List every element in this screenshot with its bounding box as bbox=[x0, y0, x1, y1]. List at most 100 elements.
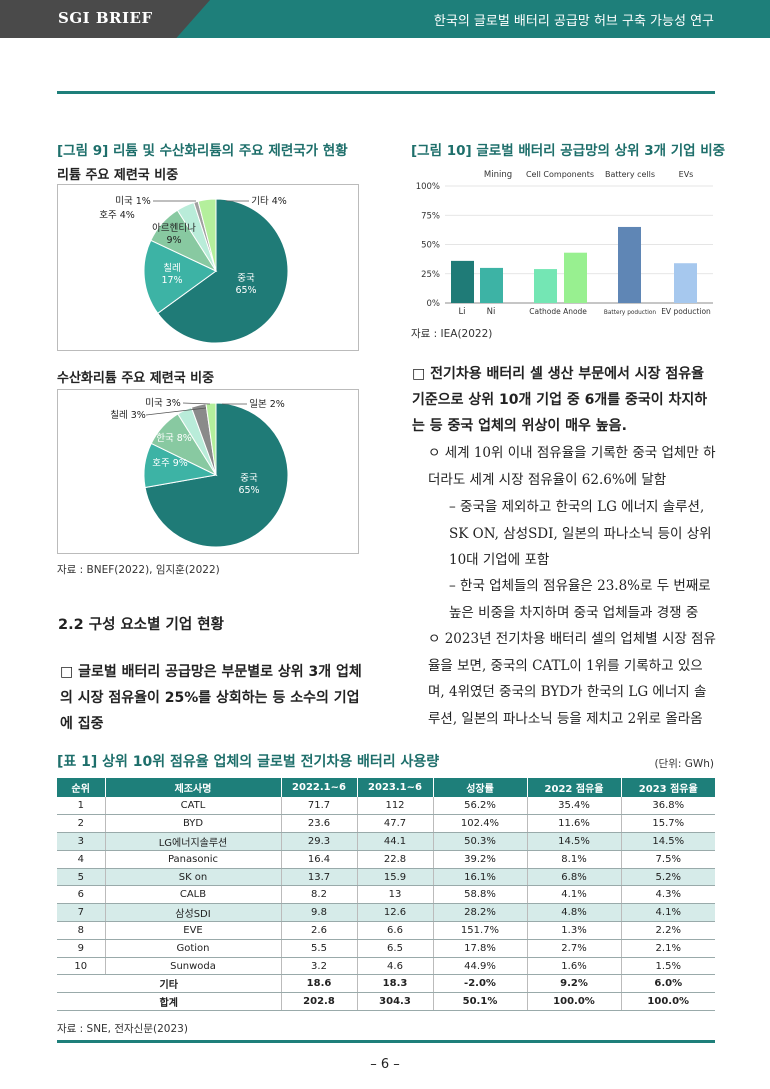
x-category-label: Cathode bbox=[529, 307, 561, 316]
table-cell: 10 bbox=[57, 957, 105, 976]
leader-line bbox=[145, 407, 207, 416]
table-cell: 4.1% bbox=[526, 885, 621, 905]
table-cell: 2.2% bbox=[620, 921, 715, 940]
y-tick-label: 100% bbox=[416, 182, 440, 192]
bottom-rule bbox=[57, 1040, 715, 1043]
group-label: Cell Components bbox=[526, 170, 594, 179]
table-cell: 13 bbox=[356, 885, 433, 905]
pie1-chart: 중국 65% 칠레 17% 아르헨티나 9% 호주 4% 미국 1% 기타 4% bbox=[99, 196, 289, 344]
right-dash-1: – 중국을 제외하고 한국의 LG 에너지 솔루션, SK ON, 삼성SDI,… bbox=[449, 499, 712, 568]
x-category-label: Li bbox=[458, 307, 465, 317]
table-row: 4 Panasonic 16.4 22.8 39.2% 8.1% 7.5% bbox=[57, 850, 715, 869]
table-cell: 12.6 bbox=[356, 903, 433, 923]
table-cell: 47.7 bbox=[356, 814, 433, 834]
left-bullet-paragraph: □ 글로벌 배터리 공급망은 부문별로 상위 3개 업체의 시장 점유율이 25… bbox=[60, 664, 362, 732]
table-cell: 1.3% bbox=[526, 921, 621, 940]
pie-data-label: 중국 65% bbox=[238, 473, 259, 496]
table-cell: 7.5% bbox=[620, 850, 715, 869]
table-row: 1 CATL 71.7 112 56.2% 35.4% 36.8% bbox=[57, 797, 715, 816]
pie2-chart: 중국 65% 호주 9% 한국 8% 칠레 3%미국 3% 일본 2% bbox=[110, 398, 289, 548]
bar bbox=[451, 260, 474, 303]
bar bbox=[534, 269, 557, 303]
table-cell: 17.8% bbox=[432, 939, 527, 958]
table-cell: 23.6 bbox=[280, 814, 357, 834]
table-cell: 기타 bbox=[57, 974, 281, 994]
right-bullet-1: □ 전기차용 배터리 셀 생산 부문에서 시장 점유율 기준으로 상위 10개 … bbox=[412, 366, 708, 434]
table-cell: 8.2 bbox=[280, 885, 357, 905]
pie-slice bbox=[157, 198, 289, 344]
group-label: Mining bbox=[484, 170, 512, 180]
table-cell: 4.1% bbox=[620, 903, 715, 923]
table-cell: 16.1% bbox=[432, 868, 527, 887]
document-title: 한국의 글로벌 배터리 공급망 허브 구축 가능성 연구 bbox=[433, 14, 714, 29]
table-source: 자료 : SNE, 전자신문(2023) bbox=[57, 1023, 188, 1035]
table-cell: 4 bbox=[57, 850, 105, 869]
table-cell: 6.8% bbox=[526, 868, 621, 887]
pie-data-label: 미국 1% bbox=[115, 196, 151, 207]
table-cell: 1.5% bbox=[620, 957, 715, 976]
fig10-source: 자료 : IEA(2022) bbox=[411, 328, 493, 340]
brand-name: SGI BRIEF bbox=[58, 9, 153, 27]
fig9-source: 자료 : BNEF(2022), 임지훈(2022) bbox=[57, 564, 220, 576]
table-cell: 151.7% bbox=[432, 921, 527, 940]
table-cell: 2 bbox=[57, 814, 105, 834]
pie2-title: 수산화리튬 주요 제련국 비중 bbox=[57, 371, 215, 386]
table-cell: 36.8% bbox=[620, 797, 715, 816]
table-cell: 2.6 bbox=[280, 921, 357, 940]
x-category-label: Ni bbox=[487, 307, 496, 317]
table-cell: 9 bbox=[57, 939, 105, 958]
table-cell: 2.1% bbox=[620, 939, 715, 958]
table-cell: 14.5% bbox=[526, 832, 621, 851]
table-row: 9 Gotion 5.5 6.5 17.8% 2.7% 2.1% bbox=[57, 939, 715, 958]
table-row-other: 기타 18.6 18.3 -2.0% 9.2% 6.0% bbox=[57, 974, 715, 994]
y-tick-label: 50% bbox=[421, 241, 440, 251]
table-cell: 삼성SDI bbox=[104, 903, 281, 923]
table-cell: 5.5 bbox=[280, 939, 357, 958]
pie-data-label: 중국 65% bbox=[235, 273, 256, 296]
figure-9-caption: [그림 9] 리튬 및 수산화리튬의 주요 제련국가 현황 bbox=[57, 143, 348, 159]
col-rank-header: 순위 bbox=[57, 778, 105, 797]
pie2-chart-box: 중국 65% 호주 9% 한국 8% 칠레 3% 미국 3% 일본 2% bbox=[57, 389, 359, 554]
table-row: 3 LG에너지솔루션 29.3 44.1 50.3% 14.5% 14.5% bbox=[57, 832, 715, 851]
table-cell: 4.8% bbox=[526, 903, 621, 923]
right-dash-2: – 한국 업체들의 점유율은 23.8%로 두 번째로 높은 비중을 차지하며 … bbox=[449, 578, 711, 621]
col-share2022-header: 2022 점유율 bbox=[526, 778, 621, 797]
table-cell: 202.8 bbox=[280, 992, 357, 1012]
table-row: 7 삼성SDI 9.8 12.6 28.2% 4.8% 4.1% bbox=[57, 903, 715, 923]
page-number: – 6 – bbox=[370, 1057, 400, 1072]
table-row: 2 BYD 23.6 47.7 102.4% 11.6% 15.7% bbox=[57, 814, 715, 834]
table-cell: 1 bbox=[57, 797, 105, 816]
table-cell: 8.1% bbox=[526, 850, 621, 869]
table-cell: 4.6 bbox=[356, 957, 433, 976]
table-cell: LG에너지솔루션 bbox=[104, 832, 281, 851]
table-cell: CATL bbox=[104, 797, 281, 816]
table-cell: 합계 bbox=[57, 992, 281, 1012]
table-cell: 6.6 bbox=[356, 921, 433, 940]
table-cell: 50.1% bbox=[432, 992, 527, 1012]
col-2022-header: 2022.1~6 bbox=[280, 778, 357, 797]
bar bbox=[480, 267, 503, 303]
table-cell: 304.3 bbox=[356, 992, 433, 1012]
table-header-row: 순위 제조사명 2022.1~6 2023.1~6 성장률 2022 점유율 2… bbox=[57, 778, 715, 797]
pie-slice bbox=[197, 198, 217, 272]
table-row: 6 CALB 8.2 13 58.8% 4.1% 4.3% bbox=[57, 885, 715, 905]
battery-usage-table: 순위 제조사명 2022.1~6 2023.1~6 성장률 2022 점유율 2… bbox=[57, 778, 715, 1012]
right-circle-1: ㅇ 세계 10위 이내 점유율을 기록한 중국 업체만 하더라도 세계 시장 점… bbox=[428, 445, 716, 488]
table-cell: 44.1 bbox=[356, 832, 433, 851]
table-caption: [표 1] 상위 10위 점유율 업체의 글로벌 전기차용 배터리 사용량 bbox=[57, 754, 440, 770]
pie-data-label: 아르헨티나 9% bbox=[152, 222, 196, 246]
pie-data-label: 미국 3% bbox=[145, 398, 181, 409]
table-cell: 102.4% bbox=[432, 814, 527, 834]
bar-chart: 100% 75% 50% 25% 0% Mining Cell Components Batt… bbox=[416, 170, 713, 317]
bar bbox=[564, 252, 587, 303]
table-cell: 14.5% bbox=[620, 832, 715, 851]
table-cell: 15.9 bbox=[356, 868, 433, 887]
table-cell: 29.3 bbox=[280, 832, 357, 851]
col-2023-header: 2023.1~6 bbox=[356, 778, 433, 797]
figure-10-caption: [그림 10] 글로벌 배터리 공급망의 상위 3개 기업 비중 bbox=[411, 143, 726, 159]
y-tick-label: 0% bbox=[427, 299, 441, 309]
table-unit: (단위: GWh) bbox=[654, 758, 714, 770]
table-cell: BYD bbox=[104, 814, 281, 834]
table-cell: 50.3% bbox=[432, 832, 527, 851]
x-category-label: Anode bbox=[563, 307, 587, 316]
